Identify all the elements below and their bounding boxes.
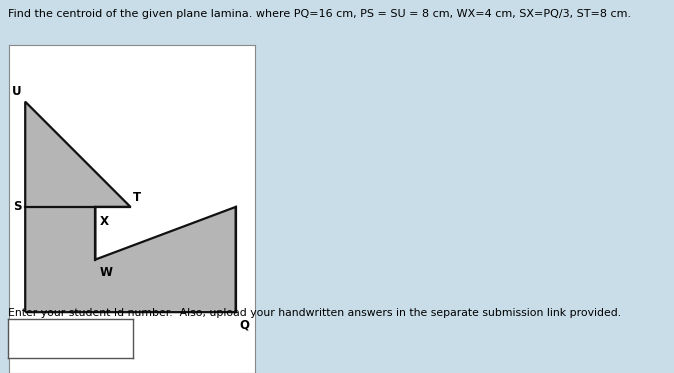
Text: Enter your student Id number.  Also, upload your handwritten answers in the sepa: Enter your student Id number. Also, uplo…	[8, 308, 621, 318]
Text: X: X	[99, 215, 109, 228]
Text: Q: Q	[240, 319, 249, 332]
Text: P: P	[13, 319, 22, 332]
Text: W: W	[99, 266, 113, 279]
Text: U: U	[11, 85, 22, 98]
Text: T: T	[133, 191, 142, 204]
Text: S: S	[13, 200, 22, 213]
Polygon shape	[25, 102, 236, 312]
Text: Find the centroid of the given plane lamina. where PQ=16 cm, PS = SU = 8 cm, WX=: Find the centroid of the given plane lam…	[8, 9, 632, 19]
